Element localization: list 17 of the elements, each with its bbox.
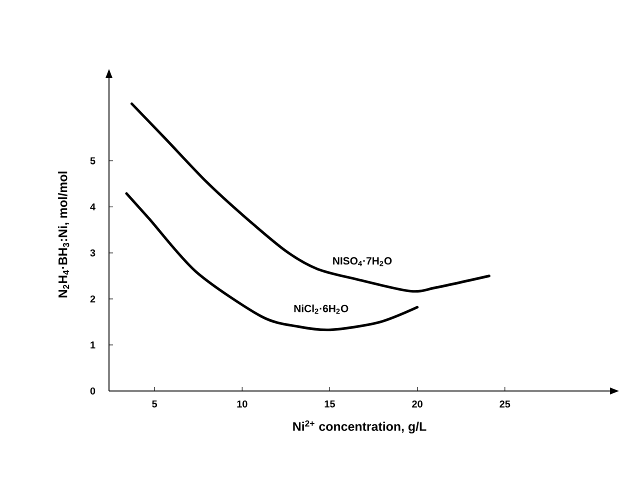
series-label: NISO$_{4}$·7H$_{2}$O — [333, 257, 392, 266]
x-tick-label: 25 — [500, 400, 510, 408]
y-axis-title: N$_{2}$H$_{4}$·BH$_{3}$:Ni, mol/mol — [58, 172, 70, 298]
line-series — [130, 102, 490, 293]
x-tick-label: 15 — [324, 400, 335, 408]
x-tick-label: 10 — [237, 400, 248, 408]
y-tick-label: 0 — [90, 387, 96, 395]
y-tick-label: 1 — [90, 342, 96, 348]
y-tick-label: 4 — [90, 203, 96, 210]
series-label: NiCl$_{2}$·6H$_{2}$O — [294, 304, 348, 314]
x-axis-title: Ni$^{2+}$ concentration, g/L — [293, 420, 426, 434]
y-tick-label: 5 — [90, 157, 96, 164]
y-tick-label: 3 — [90, 249, 96, 256]
y-tick-label: 2 — [90, 295, 96, 302]
x-tick-label: 20 — [412, 400, 422, 408]
x-tick-label: 5 — [152, 400, 158, 408]
line-series — [125, 192, 419, 332]
